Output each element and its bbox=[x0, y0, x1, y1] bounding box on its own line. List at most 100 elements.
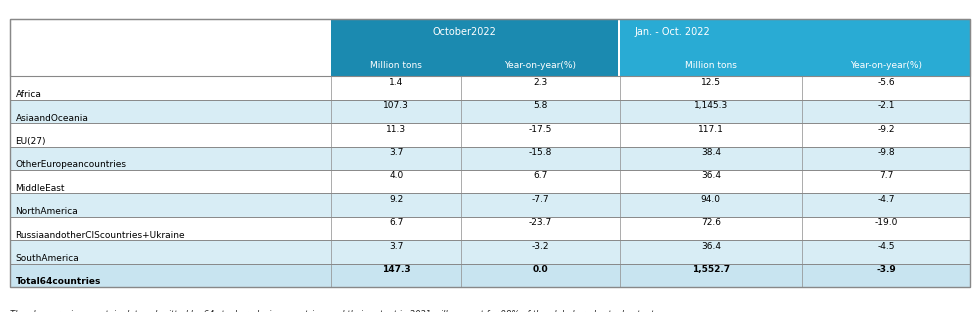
Bar bbox=[802, 76, 970, 100]
Bar bbox=[10, 147, 970, 170]
Bar bbox=[802, 51, 970, 76]
Bar bbox=[461, 217, 619, 240]
Text: -23.7: -23.7 bbox=[528, 218, 552, 227]
Bar bbox=[461, 170, 619, 193]
Text: -5.6: -5.6 bbox=[878, 78, 895, 87]
Bar bbox=[461, 240, 619, 264]
Bar bbox=[617, 19, 619, 76]
Text: 3.7: 3.7 bbox=[389, 241, 404, 251]
Text: -15.8: -15.8 bbox=[528, 148, 552, 157]
Text: -3.2: -3.2 bbox=[531, 241, 549, 251]
Text: 94.0: 94.0 bbox=[701, 195, 721, 204]
Text: -9.2: -9.2 bbox=[878, 124, 895, 134]
Bar bbox=[10, 240, 970, 264]
Bar bbox=[332, 170, 461, 193]
Bar bbox=[461, 123, 619, 147]
Bar bbox=[332, 264, 461, 287]
Bar bbox=[802, 100, 970, 123]
Bar bbox=[332, 240, 461, 264]
Text: The above regions contain data submitted by 64 steel producing countries, and th: The above regions contain data submitted… bbox=[10, 310, 656, 312]
Bar bbox=[332, 76, 461, 100]
Text: -3.9: -3.9 bbox=[877, 265, 896, 274]
Bar bbox=[619, 19, 970, 51]
Bar bbox=[619, 217, 802, 240]
Text: Total64countries: Total64countries bbox=[16, 277, 101, 286]
Bar bbox=[10, 123, 332, 147]
Text: Year-on-year(%): Year-on-year(%) bbox=[850, 61, 922, 70]
Text: OtherEuropeancountries: OtherEuropeancountries bbox=[16, 160, 127, 169]
Text: -9.8: -9.8 bbox=[878, 148, 895, 157]
Bar bbox=[332, 217, 461, 240]
Text: 2.3: 2.3 bbox=[533, 78, 548, 87]
Bar bbox=[619, 51, 802, 76]
Bar bbox=[10, 217, 970, 240]
Bar bbox=[10, 170, 332, 193]
Bar bbox=[10, 193, 332, 217]
Text: SouthAmerica: SouthAmerica bbox=[16, 254, 79, 263]
Text: 0.0: 0.0 bbox=[532, 265, 548, 274]
Text: Year-on-year(%): Year-on-year(%) bbox=[504, 61, 576, 70]
Text: 1,552.7: 1,552.7 bbox=[691, 265, 730, 274]
Bar bbox=[10, 19, 970, 76]
Text: 38.4: 38.4 bbox=[701, 148, 721, 157]
Text: AsiaandOceania: AsiaandOceania bbox=[16, 114, 89, 123]
Text: -4.5: -4.5 bbox=[878, 241, 895, 251]
Bar bbox=[619, 100, 802, 123]
Text: -19.0: -19.0 bbox=[875, 218, 898, 227]
Bar bbox=[461, 100, 619, 123]
Bar bbox=[619, 170, 802, 193]
Text: 36.4: 36.4 bbox=[701, 241, 721, 251]
Bar bbox=[802, 264, 970, 287]
Text: 6.7: 6.7 bbox=[389, 218, 404, 227]
Text: MiddleEast: MiddleEast bbox=[16, 184, 65, 193]
Text: 4.0: 4.0 bbox=[389, 171, 404, 180]
Bar bbox=[461, 147, 619, 170]
Bar bbox=[332, 123, 461, 147]
Bar bbox=[332, 19, 619, 51]
Text: 11.3: 11.3 bbox=[386, 124, 407, 134]
Text: EU(27): EU(27) bbox=[16, 137, 46, 146]
Bar bbox=[461, 76, 619, 100]
Bar bbox=[10, 217, 332, 240]
Bar bbox=[10, 240, 332, 264]
Bar bbox=[10, 100, 332, 123]
Text: 1,145.3: 1,145.3 bbox=[693, 101, 728, 110]
Bar bbox=[332, 147, 461, 170]
Bar bbox=[10, 123, 970, 147]
Text: 7.7: 7.7 bbox=[878, 171, 893, 180]
Text: 6.7: 6.7 bbox=[533, 171, 548, 180]
Text: Million tons: Million tons bbox=[684, 61, 737, 70]
Text: -7.7: -7.7 bbox=[531, 195, 549, 204]
Text: 9.2: 9.2 bbox=[389, 195, 404, 204]
Bar bbox=[802, 123, 970, 147]
Text: Jan. - Oct. 2022: Jan. - Oct. 2022 bbox=[634, 27, 710, 37]
Text: Africa: Africa bbox=[16, 90, 42, 99]
Text: 72.6: 72.6 bbox=[701, 218, 721, 227]
Bar bbox=[10, 147, 332, 170]
Bar bbox=[619, 76, 802, 100]
Bar bbox=[10, 19, 332, 76]
Text: -4.7: -4.7 bbox=[878, 195, 895, 204]
Bar bbox=[461, 51, 619, 76]
Text: 5.8: 5.8 bbox=[533, 101, 548, 110]
Bar bbox=[619, 147, 802, 170]
Bar bbox=[619, 123, 802, 147]
Bar bbox=[619, 193, 802, 217]
Bar bbox=[10, 19, 970, 287]
Text: 147.3: 147.3 bbox=[382, 265, 410, 274]
Bar bbox=[10, 193, 970, 217]
Bar bbox=[10, 76, 332, 100]
Bar bbox=[619, 264, 802, 287]
Bar bbox=[10, 264, 970, 287]
Text: Million tons: Million tons bbox=[370, 61, 422, 70]
Bar bbox=[802, 217, 970, 240]
Bar bbox=[802, 147, 970, 170]
Bar bbox=[461, 193, 619, 217]
Text: 36.4: 36.4 bbox=[701, 171, 721, 180]
Text: -2.1: -2.1 bbox=[878, 101, 895, 110]
Text: RussiaandotherCIScountries+Ukraine: RussiaandotherCIScountries+Ukraine bbox=[16, 231, 185, 240]
Bar bbox=[619, 240, 802, 264]
Text: October2022: October2022 bbox=[432, 27, 496, 37]
Text: 12.5: 12.5 bbox=[701, 78, 721, 87]
Bar bbox=[332, 100, 461, 123]
